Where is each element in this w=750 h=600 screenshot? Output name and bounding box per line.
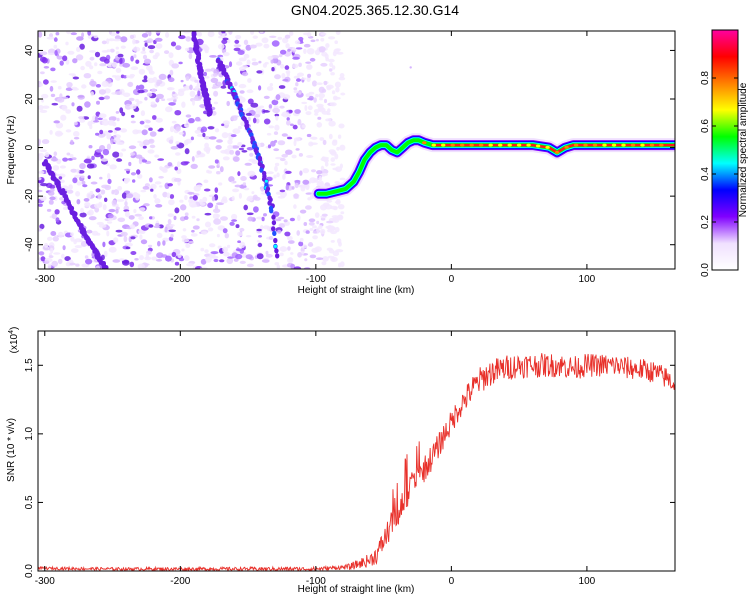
- spectrogram-frame: [37, 30, 676, 270]
- spectrogram-xlabel: Height of straight line (km): [298, 285, 415, 296]
- snr-ytick-2: 1.0: [24, 426, 35, 440]
- signal-track: [311, 133, 675, 201]
- snr-scale-prefix: (x10: [9, 333, 20, 353]
- snr-ytick-3: 1.5: [24, 358, 35, 372]
- chart-title: GN04.2025.365.12.30.G14: [290, 2, 460, 18]
- spectrogram-noise: [38, 31, 346, 269]
- spectrogram-xtick-4: 100: [579, 274, 596, 285]
- snr-scale-exponent: 4: [8, 330, 15, 334]
- colorbar: 0.0 0.2 0.4 0.6 0.8 Normalized spectral ampl…: [700, 29, 749, 277]
- snr-xlabel: Height of straight line (km): [298, 584, 415, 595]
- spectrogram-ytick-4: 40: [24, 44, 35, 56]
- snr-ylabel: SNR (10 * v/v): [6, 418, 17, 482]
- spectrogram-xtick-1: -200: [170, 274, 190, 285]
- colorbar-tick-2: 0.4: [700, 167, 711, 181]
- stray-dot: [409, 66, 412, 69]
- colorbar-tick-0: 0.0: [700, 263, 711, 277]
- snr-scale-suffix: ): [9, 327, 20, 330]
- spectrogram-xtick-0: -300: [35, 274, 55, 285]
- snr-ytick-1: 0.5: [24, 495, 35, 509]
- snr-scale-label: (x104): [8, 327, 20, 354]
- colorbar-tick-1: 0.2: [700, 215, 711, 229]
- diagonal-streak-2: [41, 158, 109, 269]
- colorbar-tick-4: 0.8: [700, 71, 711, 85]
- spectrogram-ytick-0: -40: [24, 237, 35, 252]
- snr-panel: -300 -200 -100 0 100 0.0 0.5 1.0 1.5 Height of s…: [6, 327, 676, 595]
- spectrogram-xtick-3: 0: [449, 274, 455, 285]
- diagonal-streak-1: [215, 57, 280, 259]
- snr-frame: [37, 330, 676, 572]
- spectrogram-ytick-3: 20: [24, 93, 35, 105]
- colorbar-label: Normalized spectral amplitude: [738, 82, 749, 217]
- snr-xtick-0: -300: [35, 576, 55, 587]
- spectrogram-ytick-1: -20: [24, 188, 35, 203]
- spectrogram-xtick-2: -100: [306, 274, 326, 285]
- snr-xtick-1: -200: [170, 576, 190, 587]
- snr-ytick-0: 0.0: [24, 564, 35, 578]
- snr-xtick-4: 100: [579, 576, 596, 587]
- spectrogram-ylabel: Frequency (Hz): [6, 116, 17, 185]
- spectrogram-ytick-2: 0: [24, 144, 35, 150]
- svg-text:(x104): (x104): [8, 327, 20, 354]
- snr-line: [38, 353, 675, 571]
- diagonal-streak-3: [191, 31, 213, 117]
- snr-xtick-3: 0: [449, 576, 455, 587]
- snr-xtick-2: -100: [306, 576, 326, 587]
- colorbar-tick-3: 0.6: [700, 119, 711, 133]
- colorbar-gradient: [711, 29, 739, 271]
